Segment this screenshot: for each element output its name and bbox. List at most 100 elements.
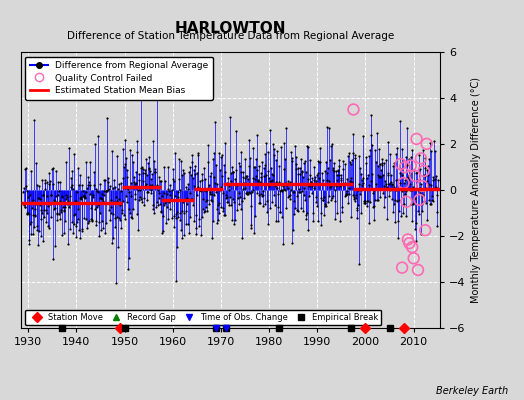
Point: [135, 197, 144, 203]
Point: [182, 184, 190, 191]
Point: [376, 173, 384, 179]
Point: [28, 205, 36, 212]
Point: [29, 211, 37, 218]
Point: [147, 186, 156, 193]
Point: [310, 177, 318, 183]
Point: [206, 170, 215, 176]
Point: [333, 210, 341, 216]
Point: [305, 192, 313, 199]
Point: [185, 169, 193, 175]
Point: [46, 178, 54, 184]
Point: [110, 199, 118, 205]
Point: [60, 207, 69, 213]
Point: [32, 200, 40, 207]
Point: [94, 201, 103, 208]
Point: [247, 221, 256, 228]
Point: [152, 182, 161, 189]
Point: [378, 172, 387, 178]
Point: [371, 197, 379, 203]
Point: [48, 166, 56, 172]
Point: [209, 218, 217, 224]
Point: [266, 178, 275, 184]
Point: [30, 224, 38, 230]
Point: [103, 188, 111, 194]
Point: [264, 167, 272, 174]
Point: [104, 179, 113, 186]
Point: [134, 187, 143, 194]
Point: [292, 154, 300, 160]
Point: [99, 225, 107, 231]
Point: [259, 191, 268, 198]
Point: [346, 159, 354, 166]
Point: [332, 183, 340, 190]
Point: [177, 158, 185, 164]
Point: [57, 209, 66, 215]
Point: [184, 230, 193, 236]
Point: [319, 176, 327, 183]
Point: [126, 210, 134, 217]
Point: [244, 136, 253, 143]
Point: [150, 165, 159, 172]
Point: [168, 187, 177, 193]
Point: [422, 141, 431, 147]
Point: [151, 184, 160, 190]
Point: [316, 210, 325, 216]
Point: [42, 193, 51, 199]
Point: [408, 187, 416, 194]
Point: [423, 178, 431, 184]
Point: [70, 212, 79, 218]
Point: [412, 169, 421, 176]
Point: [248, 181, 256, 187]
Point: [54, 192, 62, 198]
Point: [370, 202, 378, 209]
Point: [248, 145, 257, 151]
Point: [290, 197, 299, 204]
Point: [145, 165, 153, 172]
Point: [395, 197, 403, 203]
Point: [293, 193, 301, 200]
Point: [84, 174, 93, 180]
Point: [304, 176, 313, 182]
Point: [255, 192, 263, 198]
Point: [315, 175, 323, 181]
Point: [334, 168, 342, 175]
Point: [62, 159, 70, 165]
Point: [410, 200, 418, 206]
Point: [285, 193, 293, 199]
Point: [239, 174, 248, 180]
Point: [57, 207, 65, 214]
Point: [401, 190, 409, 197]
Point: [422, 217, 431, 223]
Point: [359, 132, 368, 139]
Point: [65, 204, 73, 210]
Point: [191, 163, 200, 170]
Point: [250, 176, 259, 182]
Point: [104, 187, 112, 193]
Point: [127, 192, 135, 199]
Point: [110, 176, 118, 183]
Point: [74, 206, 83, 212]
Point: [292, 166, 301, 172]
Point: [362, 154, 370, 160]
Point: [106, 216, 114, 223]
Point: [380, 160, 388, 166]
Point: [249, 174, 257, 181]
Point: [80, 215, 89, 221]
Point: [263, 208, 271, 215]
Y-axis label: Monthly Temperature Anomaly Difference (°C): Monthly Temperature Anomaly Difference (…: [471, 77, 481, 303]
Point: [44, 223, 52, 230]
Point: [298, 168, 306, 175]
Point: [418, 201, 427, 208]
Point: [405, 172, 413, 178]
Point: [31, 212, 40, 219]
Point: [346, 214, 355, 220]
Point: [399, 210, 407, 216]
Point: [255, 163, 264, 169]
Point: [36, 195, 44, 202]
Point: [206, 191, 214, 198]
Point: [363, 175, 372, 182]
Point: [21, 204, 29, 211]
Point: [397, 172, 406, 178]
Point: [39, 238, 47, 244]
Point: [326, 156, 334, 163]
